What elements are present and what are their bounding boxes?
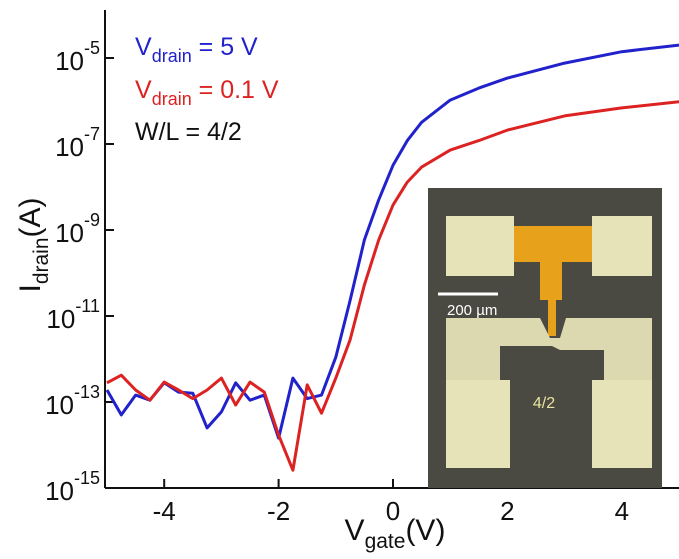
y-tick-base: 10 bbox=[45, 476, 74, 506]
y-tick-label: 10-9 bbox=[55, 210, 100, 248]
pad bbox=[592, 216, 652, 276]
x-tick-label: 4 bbox=[615, 496, 629, 526]
pad bbox=[446, 216, 514, 276]
annotation: Vdrain = 5 V bbox=[135, 33, 258, 66]
y-tick-exponent: -13 bbox=[74, 382, 100, 402]
annotation-suffix: = 0.1 V bbox=[192, 76, 279, 104]
y-tick-base: 10 bbox=[45, 390, 74, 420]
y-tick-exponent: -9 bbox=[84, 210, 100, 230]
y-tick-base: 10 bbox=[55, 46, 84, 76]
x-label-subscript: gate bbox=[365, 530, 406, 553]
y-tick-base: 10 bbox=[46, 304, 75, 334]
y-tick-label: 10-11 bbox=[46, 296, 100, 334]
y-tick-base: 10 bbox=[55, 132, 84, 162]
gate-electrode bbox=[514, 226, 592, 336]
pad bbox=[592, 380, 652, 468]
y-tick-exponent: -7 bbox=[84, 124, 100, 144]
annotation-text: V bbox=[135, 76, 152, 104]
x-axis-label: Vgate(V) bbox=[345, 514, 446, 553]
inset-micrograph: 200 µm 4/2 bbox=[428, 188, 662, 488]
x-tick-label: 2 bbox=[500, 496, 514, 526]
y-label-suffix: (A) bbox=[14, 197, 47, 237]
x-tick-label: 0 bbox=[386, 496, 400, 526]
y-axis-label: Idrain(A) bbox=[14, 197, 53, 292]
pad bbox=[446, 380, 510, 468]
x-label-suffix: (V) bbox=[405, 514, 445, 547]
x-tick-label: -4 bbox=[153, 496, 176, 526]
data-line bbox=[106, 100, 679, 472]
annotation-suffix: = 5 V bbox=[192, 33, 258, 61]
annotation-text: V bbox=[135, 33, 152, 61]
device-label: 4/2 bbox=[533, 395, 555, 412]
y-label-text: I bbox=[14, 284, 47, 292]
y-tick-label: 10-7 bbox=[55, 124, 100, 162]
y-tick-exponent: -5 bbox=[84, 38, 100, 58]
x-tick-label: -2 bbox=[267, 496, 290, 526]
y-tick-exponent: -11 bbox=[75, 296, 100, 316]
y-tick-label: 10-5 bbox=[55, 38, 100, 76]
annotation: W/L = 4/2 bbox=[135, 118, 242, 146]
annotation: Vdrain = 0.1 V bbox=[135, 76, 279, 109]
y-tick-base: 10 bbox=[55, 218, 84, 248]
y-label-subscript: drain bbox=[30, 237, 53, 284]
annotation-subscript: drain bbox=[152, 46, 192, 66]
y-tick-exponent: -15 bbox=[74, 468, 100, 488]
scale-label: 200 µm bbox=[447, 302, 497, 319]
y-tick-label: 10-13 bbox=[45, 382, 100, 420]
y-tick-label: 10-15 bbox=[45, 468, 100, 506]
annotation-subscript: drain bbox=[152, 89, 192, 109]
x-label-text: V bbox=[345, 514, 365, 547]
source-drain bbox=[446, 318, 652, 380]
